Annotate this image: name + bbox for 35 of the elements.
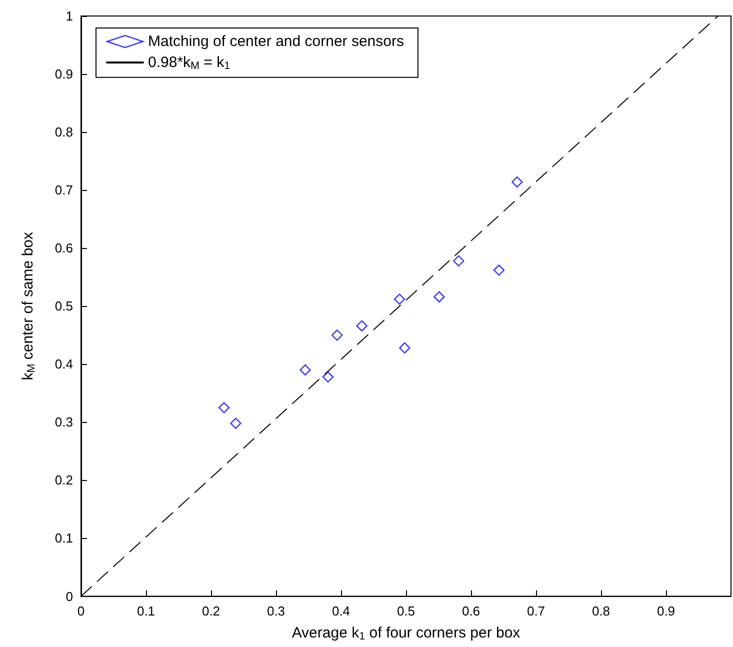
point bbox=[399, 342, 410, 354]
x-tick-label: 0 bbox=[77, 603, 85, 618]
point bbox=[230, 418, 242, 429]
y-tick-label: 0.7 bbox=[54, 182, 73, 198]
y-axis-title: kM center of same box bbox=[20, 232, 38, 380]
y-tick-label: 0.1 bbox=[54, 530, 73, 546]
point bbox=[453, 255, 464, 266]
legend-label: Matching of center and corner sensors bbox=[148, 33, 404, 50]
x-tick-label: 0.8 bbox=[592, 603, 610, 618]
point bbox=[332, 330, 343, 341]
point bbox=[493, 264, 505, 276]
x-tick-label: 0.9 bbox=[656, 603, 676, 618]
point bbox=[434, 291, 445, 302]
x-tick-label: 0.5 bbox=[396, 603, 416, 618]
point bbox=[394, 294, 406, 305]
x-tick-label: 0.1 bbox=[136, 603, 156, 618]
y-tick-label: 0.6 bbox=[54, 240, 73, 256]
x-tick-label: 0.2 bbox=[202, 603, 220, 618]
y-tick-label: 0.3 bbox=[54, 414, 73, 430]
point bbox=[512, 176, 523, 188]
y-tick-label: 0.9 bbox=[54, 66, 73, 82]
y-tick-label: 0.8 bbox=[54, 124, 73, 140]
x-tick-label: 0.7 bbox=[526, 603, 546, 618]
y-tick-label: 0.5 bbox=[54, 298, 73, 314]
y-tick-label: 1 bbox=[66, 8, 73, 24]
x-tick-label: 0.6 bbox=[462, 603, 480, 618]
y-tick-label: 0 bbox=[66, 588, 73, 604]
x-tick-label: 0.4 bbox=[332, 603, 350, 618]
x-tick-label: 0.3 bbox=[266, 603, 286, 618]
point bbox=[218, 402, 230, 414]
point bbox=[356, 320, 368, 332]
point bbox=[300, 364, 311, 376]
y-tick-label: 0.2 bbox=[54, 472, 73, 488]
point bbox=[322, 371, 334, 383]
y-tick-label: 0.4 bbox=[54, 356, 73, 372]
